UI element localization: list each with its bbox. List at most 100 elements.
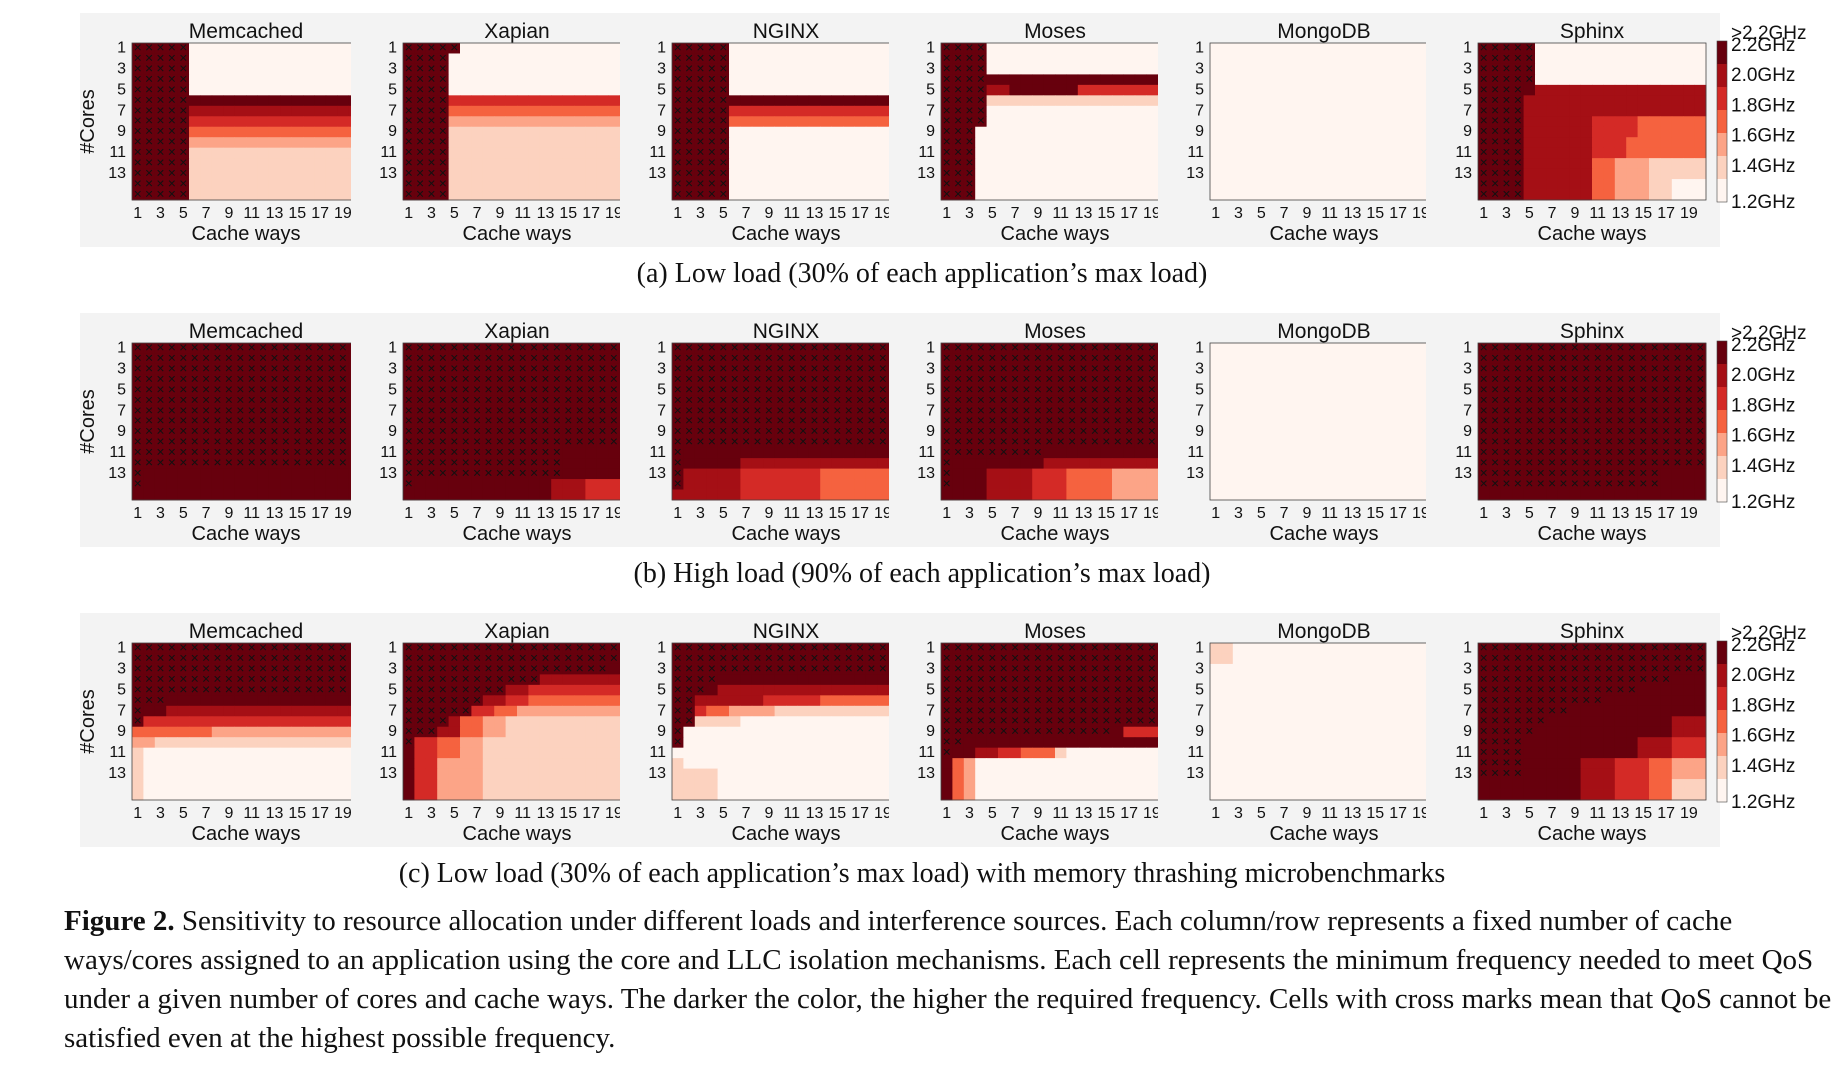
heatmap-cell (189, 405, 201, 417)
heatmap-cell (706, 447, 718, 459)
heatmap-cell (596, 489, 609, 501)
heatmap-cell (1077, 179, 1090, 190)
heatmap-cell (1055, 95, 1067, 107)
heatmap-cell (166, 479, 178, 490)
cross-mark: × (427, 186, 435, 202)
heatmap-cell (820, 95, 832, 107)
heatmap-cell (414, 84, 427, 96)
y-axis-label: #Cores (77, 389, 99, 453)
heatmap-cell (1381, 63, 1393, 75)
heatmap-cell (437, 105, 449, 117)
heatmap-cell (998, 116, 1010, 128)
x-tick-label: 1 (1211, 205, 1220, 222)
heatmap-cell (303, 74, 315, 86)
heatmap-cell (1637, 158, 1650, 169)
heatmap-cell (1089, 189, 1101, 201)
heatmap-cell (1134, 458, 1147, 469)
cross-mark: × (416, 102, 424, 118)
heatmap-cell (763, 168, 775, 180)
cross-mark: × (134, 39, 142, 55)
heatmap-cell (1671, 116, 1684, 128)
heatmap-cell (1403, 447, 1416, 459)
heatmap-cell (854, 458, 867, 469)
heatmap-cell (189, 74, 201, 86)
heatmap-cell (831, 147, 844, 159)
heatmap-cell (291, 116, 304, 128)
heatmap-cell (166, 426, 178, 438)
heatmap-cell (1032, 137, 1044, 149)
heatmap-cell (460, 489, 472, 501)
heatmap-cell (1255, 84, 1268, 96)
cross-mark: × (168, 39, 176, 55)
cross-mark: × (719, 123, 727, 139)
heatmap-cell (1415, 105, 1427, 117)
heatmap-cell (1210, 374, 1222, 386)
heatmap-cell (774, 458, 787, 469)
heatmap-cell (786, 158, 798, 169)
heatmap-cell (1134, 53, 1147, 65)
heatmap-cell (941, 126, 953, 138)
heatmap-cell (1232, 179, 1245, 190)
heatmap-cell (1649, 158, 1661, 169)
heatmap-cell (1267, 479, 1279, 490)
heatmap-cell (585, 126, 598, 138)
heatmap-cell (608, 63, 620, 75)
heatmap-cell (234, 137, 247, 149)
cross-mark: × (765, 433, 773, 449)
heatmap-cell (683, 126, 696, 138)
heatmap-cell (291, 95, 304, 107)
x-tick-label: 19 (1412, 205, 1430, 222)
heatmap-cell (280, 395, 292, 407)
cross-mark: × (1502, 102, 1510, 118)
heatmap-cell (223, 74, 235, 86)
heatmap-cell (1592, 53, 1604, 65)
heatmap-cell (562, 74, 575, 86)
heatmap-cell (505, 189, 518, 201)
heatmap-cell (706, 489, 718, 501)
heatmap-cell (574, 168, 586, 180)
heatmap-cell (143, 353, 156, 365)
heatmap-cell (706, 168, 718, 180)
heatmap-cell (325, 43, 338, 54)
heatmap-cell (1221, 126, 1234, 138)
heatmap-cell (460, 179, 472, 190)
cross-mark: × (427, 70, 435, 86)
heatmap-cell (672, 147, 684, 159)
heatmap-cell (1478, 53, 1490, 65)
cross-mark: × (954, 81, 962, 97)
heatmap-cell (1210, 416, 1222, 428)
heatmap-cell (585, 116, 598, 128)
panel-title: Xapian (484, 20, 549, 43)
heatmap-cell (460, 126, 472, 138)
cross-mark: × (134, 70, 142, 86)
heatmap-cell (975, 189, 987, 201)
heatmap-cell (1403, 426, 1416, 438)
cross-mark: × (168, 70, 176, 86)
heatmap-cell (448, 168, 461, 180)
heatmap-cell (1123, 63, 1136, 75)
heatmap-cell (1255, 43, 1268, 54)
heatmap-cell (608, 74, 620, 86)
heatmap-cell (166, 489, 178, 501)
heatmap-cell (1146, 479, 1158, 490)
heatmap-cell (1415, 426, 1427, 438)
heatmap-cell (1066, 53, 1079, 65)
cross-mark: × (696, 175, 704, 191)
y-tick-label: 11 (109, 444, 126, 461)
cross-mark: × (954, 186, 962, 202)
heatmap-cell (337, 489, 349, 501)
heatmap-cell (751, 43, 764, 54)
heatmap-cell (494, 479, 506, 490)
heatmap-cell (952, 105, 965, 117)
heatmap-cell (1278, 126, 1291, 138)
heatmap-cell (1346, 43, 1359, 54)
heatmap-cell (1392, 105, 1405, 117)
cross-mark: × (674, 175, 682, 191)
heatmap-cell (1210, 384, 1222, 396)
heatmap-cell (1694, 179, 1707, 190)
heatmap-cell (291, 105, 304, 117)
heatmap-cell (1392, 43, 1405, 54)
cross-mark: × (1480, 70, 1488, 86)
heatmap-cell (1369, 84, 1382, 96)
heatmap-cell (808, 137, 821, 149)
